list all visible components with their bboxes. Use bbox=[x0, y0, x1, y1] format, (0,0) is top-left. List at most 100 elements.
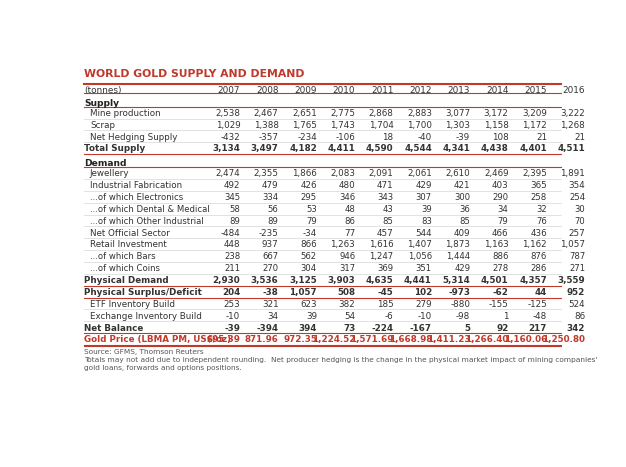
Text: 270: 270 bbox=[262, 264, 279, 273]
Text: 972.35: 972.35 bbox=[283, 335, 317, 344]
Text: 4,401: 4,401 bbox=[519, 144, 547, 154]
Text: 2,610: 2,610 bbox=[446, 169, 470, 178]
Text: ...of which Bars: ...of which Bars bbox=[90, 252, 155, 262]
Text: 524: 524 bbox=[568, 300, 585, 309]
Text: 3,497: 3,497 bbox=[251, 144, 279, 154]
Text: -167: -167 bbox=[410, 324, 432, 333]
Text: 354: 354 bbox=[568, 181, 585, 190]
Text: 1,388: 1,388 bbox=[254, 120, 279, 130]
Text: 36: 36 bbox=[459, 205, 470, 214]
Text: 436: 436 bbox=[530, 228, 547, 238]
Text: 2013: 2013 bbox=[448, 85, 470, 94]
Text: 278: 278 bbox=[492, 264, 508, 273]
Text: Gold Price (LBMA PM, US$/oz): Gold Price (LBMA PM, US$/oz) bbox=[84, 335, 231, 344]
Text: 382: 382 bbox=[339, 300, 356, 309]
Text: 1,407: 1,407 bbox=[407, 241, 432, 249]
Text: 271: 271 bbox=[569, 264, 585, 273]
Text: 1,668.98: 1,668.98 bbox=[389, 335, 432, 344]
Text: 886: 886 bbox=[492, 252, 508, 262]
Text: 429: 429 bbox=[416, 181, 432, 190]
Text: 258: 258 bbox=[531, 193, 547, 202]
Text: 508: 508 bbox=[337, 288, 356, 297]
Text: 1,172: 1,172 bbox=[522, 120, 547, 130]
Text: 866: 866 bbox=[300, 241, 317, 249]
Text: -880: -880 bbox=[450, 300, 470, 309]
Text: 2,775: 2,775 bbox=[331, 109, 356, 118]
Text: Exchange Inventory Build: Exchange Inventory Build bbox=[90, 311, 202, 321]
Text: 2007: 2007 bbox=[218, 85, 240, 94]
Text: 89: 89 bbox=[268, 217, 279, 226]
Text: 937: 937 bbox=[262, 241, 279, 249]
Text: 3,134: 3,134 bbox=[212, 144, 240, 154]
Text: 204: 204 bbox=[222, 288, 240, 297]
Text: 2,083: 2,083 bbox=[331, 169, 356, 178]
Text: 1,247: 1,247 bbox=[369, 252, 394, 262]
Text: -155: -155 bbox=[489, 300, 508, 309]
Text: 1,765: 1,765 bbox=[292, 120, 317, 130]
Text: 343: 343 bbox=[377, 193, 394, 202]
Text: gold loans, forwards and options positions.: gold loans, forwards and options positio… bbox=[84, 365, 242, 371]
Text: 1,224.52: 1,224.52 bbox=[312, 335, 356, 344]
Text: 2,651: 2,651 bbox=[292, 109, 317, 118]
Text: 1: 1 bbox=[503, 311, 508, 321]
Text: Supply: Supply bbox=[84, 99, 119, 108]
Text: 56: 56 bbox=[268, 205, 279, 214]
Text: 2010: 2010 bbox=[333, 85, 356, 94]
Text: 2,091: 2,091 bbox=[369, 169, 394, 178]
Text: -394: -394 bbox=[257, 324, 279, 333]
Text: -224: -224 bbox=[372, 324, 394, 333]
Text: 1,162: 1,162 bbox=[522, 241, 547, 249]
Text: 83: 83 bbox=[421, 217, 432, 226]
Text: 2008: 2008 bbox=[256, 85, 279, 94]
Text: 946: 946 bbox=[339, 252, 356, 262]
Text: 257: 257 bbox=[568, 228, 585, 238]
Text: 2,538: 2,538 bbox=[215, 109, 240, 118]
Text: Net Balance: Net Balance bbox=[84, 324, 143, 333]
Text: 421: 421 bbox=[454, 181, 470, 190]
Text: 4,182: 4,182 bbox=[289, 144, 317, 154]
Text: 346: 346 bbox=[339, 193, 356, 202]
Text: 295: 295 bbox=[301, 193, 317, 202]
Text: 279: 279 bbox=[415, 300, 432, 309]
Text: 217: 217 bbox=[528, 324, 547, 333]
Text: 18: 18 bbox=[382, 133, 394, 142]
Text: 102: 102 bbox=[414, 288, 432, 297]
Text: -6: -6 bbox=[385, 311, 394, 321]
Text: Industrial Fabrication: Industrial Fabrication bbox=[90, 181, 182, 190]
Text: 79: 79 bbox=[498, 217, 508, 226]
Text: 2012: 2012 bbox=[409, 85, 432, 94]
Text: 1,411.23: 1,411.23 bbox=[427, 335, 470, 344]
Text: -98: -98 bbox=[456, 311, 470, 321]
Text: 876: 876 bbox=[531, 252, 547, 262]
Text: Net Hedging Supply: Net Hedging Supply bbox=[90, 133, 177, 142]
Text: 3,536: 3,536 bbox=[251, 276, 279, 285]
Text: 4,357: 4,357 bbox=[519, 276, 547, 285]
Text: 317: 317 bbox=[339, 264, 356, 273]
Text: 3,222: 3,222 bbox=[560, 109, 585, 118]
Text: 73: 73 bbox=[343, 324, 356, 333]
Text: Physical Surplus/Deficit: Physical Surplus/Deficit bbox=[84, 288, 202, 297]
Text: 1,873: 1,873 bbox=[445, 241, 470, 249]
Text: 85: 85 bbox=[459, 217, 470, 226]
Text: 86: 86 bbox=[344, 217, 356, 226]
Text: 1,700: 1,700 bbox=[407, 120, 432, 130]
Text: ETF Inventory Build: ETF Inventory Build bbox=[90, 300, 175, 309]
Text: 43: 43 bbox=[383, 205, 394, 214]
Text: 426: 426 bbox=[300, 181, 317, 190]
Text: 1,743: 1,743 bbox=[331, 120, 356, 130]
Text: 86: 86 bbox=[574, 311, 585, 321]
Text: 2,469: 2,469 bbox=[484, 169, 508, 178]
Text: 76: 76 bbox=[536, 217, 547, 226]
Text: 544: 544 bbox=[415, 228, 432, 238]
Text: -39: -39 bbox=[224, 324, 240, 333]
Text: 952: 952 bbox=[567, 288, 585, 297]
Text: 3,559: 3,559 bbox=[558, 276, 585, 285]
Text: 1,160.06: 1,160.06 bbox=[504, 335, 547, 344]
Text: WORLD GOLD SUPPLY AND DEMAND: WORLD GOLD SUPPLY AND DEMAND bbox=[84, 69, 305, 78]
Text: 1,303: 1,303 bbox=[445, 120, 470, 130]
Text: Total Supply: Total Supply bbox=[84, 144, 145, 154]
Text: 53: 53 bbox=[306, 205, 317, 214]
Text: Mine production: Mine production bbox=[90, 109, 160, 118]
Text: Jewellery: Jewellery bbox=[90, 169, 130, 178]
Text: 409: 409 bbox=[454, 228, 470, 238]
